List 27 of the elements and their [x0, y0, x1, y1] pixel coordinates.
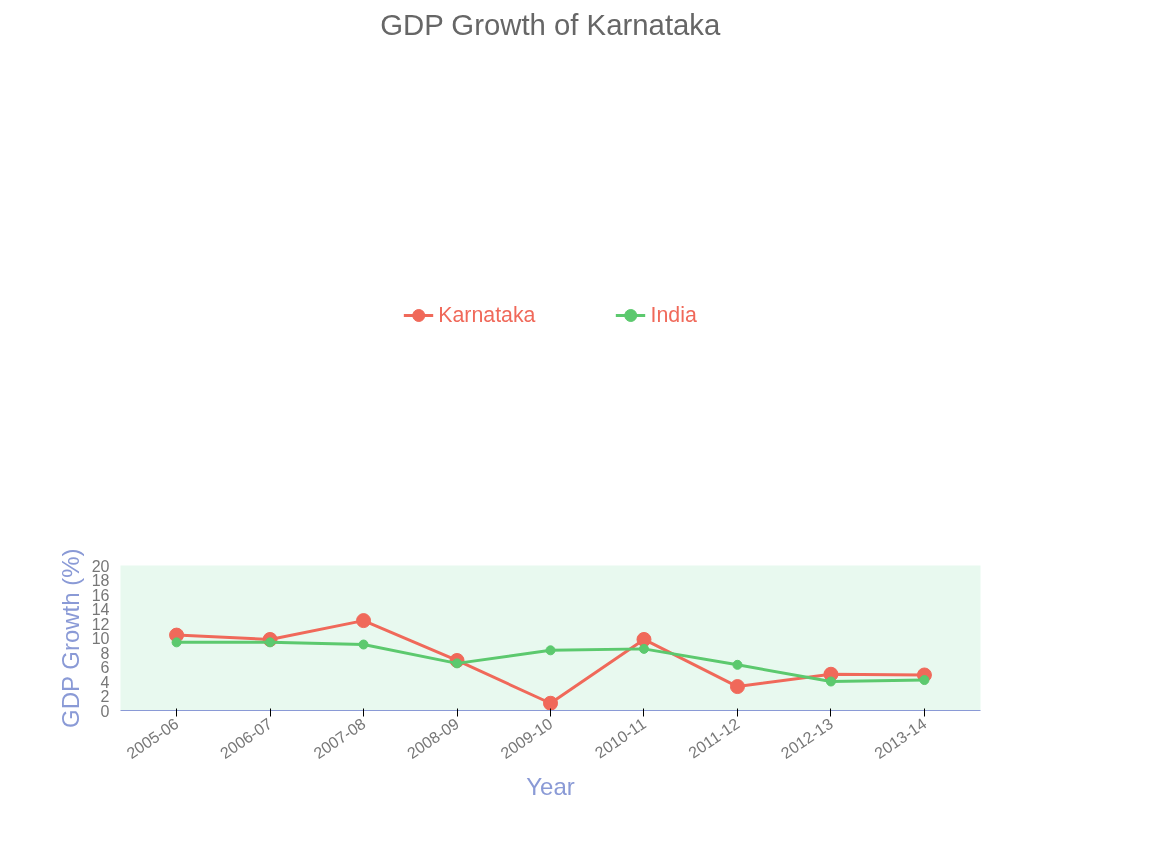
- point: [543, 695, 558, 711]
- point: [171, 637, 182, 648]
- point: [545, 645, 556, 656]
- point: [732, 659, 743, 670]
- y-tick-label: 18: [91, 572, 110, 589]
- y-tick-label: 8: [100, 644, 110, 662]
- y-tick-label: 2: [100, 688, 110, 705]
- y-tick-label: 6: [100, 659, 110, 676]
- point: [825, 676, 836, 687]
- x-axis-title: Year: [526, 772, 575, 800]
- y-tick-label: 0: [100, 702, 110, 720]
- point: [729, 679, 745, 695]
- point: [356, 613, 372, 629]
- chart-title: GDP Growth of Karnataka: [380, 7, 721, 41]
- y-tick-label: 12: [91, 615, 110, 633]
- y-tick-label: 20: [91, 557, 110, 575]
- y-tick-label: 16: [91, 586, 110, 604]
- y-tick-label: 10: [91, 630, 110, 647]
- point: [358, 639, 369, 650]
- point: [919, 675, 930, 686]
- point: [638, 643, 649, 654]
- legend-label: Karnataka: [438, 302, 536, 328]
- y-tick-label: 14: [91, 601, 110, 618]
- legend-label: India: [650, 302, 697, 328]
- y-axis-title: GDP Growth (%): [56, 548, 84, 729]
- y-tick-label: 4: [100, 673, 110, 691]
- point: [636, 631, 652, 647]
